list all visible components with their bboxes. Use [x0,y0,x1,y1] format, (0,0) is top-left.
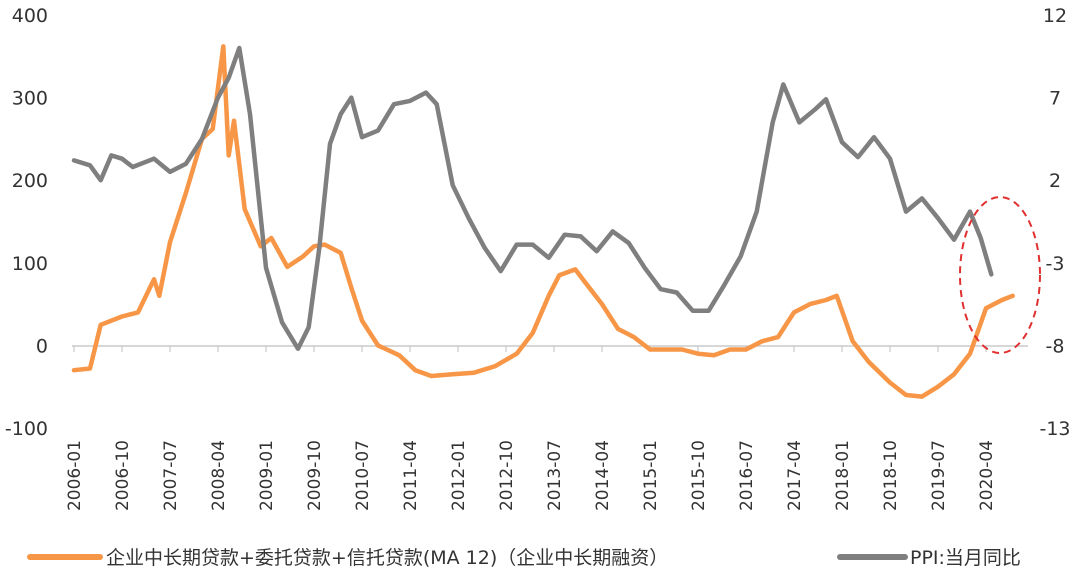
x-tick-label: 2018-01 [833,440,853,511]
x-tick-label: 2008-04 [209,440,229,511]
financing-series-line [71,44,1015,399]
y-left-tick-label: -100 [5,418,48,440]
legend-label-ppi: PPI:当月同比 [910,547,1021,569]
x-tick-label: 2010-07 [353,440,373,511]
x-tick-label: 2015-01 [641,440,661,511]
y-right-tick-label: 2 [1049,170,1061,192]
x-tick-label: 2020-04 [977,440,997,511]
x-tick-label: 2015-10 [689,440,709,511]
x-tick-label: 2019-07 [929,440,949,511]
x-tick-label: 2007-07 [161,440,181,511]
legend-label-financing: 企业中长期贷款+委托贷款+信托贷款(MA 12)（企业中长期融资） [106,547,668,569]
y-right-tick-label: -3 [1046,253,1065,275]
x-tick-label: 2018-10 [881,440,901,511]
x-tick-label: 2006-01 [65,440,85,511]
x-tick-label: 2013-07 [545,440,565,511]
x-tick-label: 2014-04 [593,440,613,511]
y-left-tick-label: 400 [12,5,48,27]
x-tick-label: 2012-01 [449,440,469,511]
x-tick-label: 2009-10 [305,440,325,511]
x-tick-label: 2009-01 [257,440,277,511]
x-tick-label: 2017-04 [785,440,805,511]
y-left-tick-label: 300 [12,88,48,110]
y-right-tick-label: 12 [1043,5,1067,27]
y-left-tick-label: 100 [12,253,48,275]
y-right-tick-label: -13 [1039,418,1070,440]
y-right-tick-label: 7 [1049,88,1061,110]
x-tick-label: 2016-07 [737,440,757,511]
y-left-tick-label: 0 [36,335,48,357]
y-right-tick-label: -8 [1046,335,1065,357]
highlight-ellipse [959,196,1041,354]
y-left-tick-label: 200 [12,170,48,192]
x-tick-label: 2011-04 [401,440,421,511]
x-tick-label: 2006-10 [113,440,133,511]
x-tick-label: 2012-10 [497,440,517,511]
ppi-series-line [71,45,994,351]
